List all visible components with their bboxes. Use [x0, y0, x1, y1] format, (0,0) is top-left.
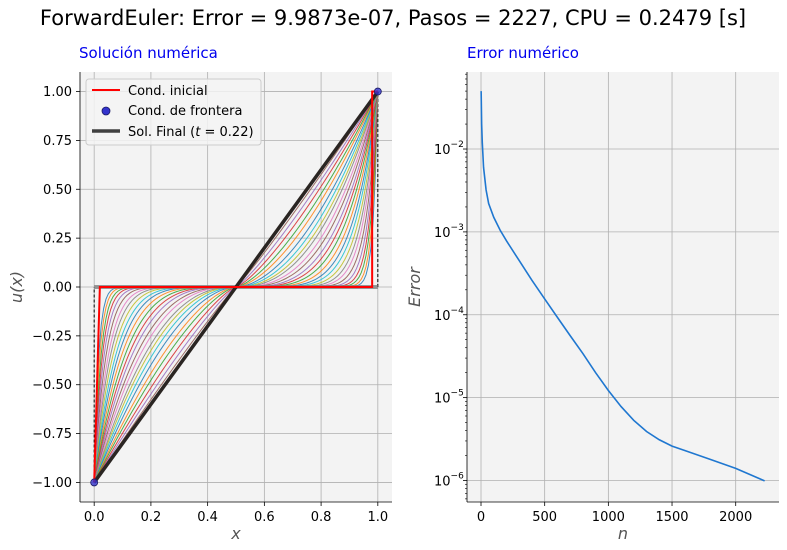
right-plot-area	[467, 72, 779, 502]
legend-final-label-var: t	[195, 125, 201, 140]
right-x-tick-label: 500	[532, 510, 557, 525]
right-y-tick-exponent: −4	[451, 306, 465, 316]
left-y-tick-label: 0.75	[43, 134, 72, 149]
right-y-tick-base: 10	[434, 143, 451, 158]
right-y-tick-label: 10−3	[434, 223, 464, 241]
right-y-tick-base: 10	[434, 309, 451, 324]
left-y-tick-label: −0.75	[32, 427, 72, 442]
right-y-tick-exponent: −2	[451, 140, 464, 150]
left-chart-title: Solución numérica	[79, 44, 218, 62]
left-y-tick-label: −0.50	[32, 378, 72, 393]
left-y-tick-label: 0.25	[43, 232, 72, 247]
legend-final-label-suffix: = 0.22)	[200, 125, 253, 140]
left-data	[90, 87, 382, 487]
right-y-tick-label: 10−6	[434, 471, 464, 489]
legend-initial-label: Cond. inicial	[128, 84, 208, 99]
right-x-label: n	[618, 524, 628, 543]
legend-boundary-marker	[101, 106, 111, 116]
left-x-label: x	[230, 524, 241, 543]
legend: Cond. inicial Cond. de frontera Sol. Fin…	[85, 78, 262, 146]
legend-final-label: Sol. Final (t = 0.22)	[128, 125, 254, 140]
right-y-tick-base: 10	[434, 392, 451, 407]
left-x-tick-label: 1.0	[367, 510, 388, 525]
right-y-tick-label: 10−2	[434, 140, 464, 158]
legend-box	[85, 78, 262, 146]
right-chart-title: Error numérico	[467, 44, 579, 62]
right-y-label: Error	[405, 266, 424, 307]
left-x-tick-label: 0.0	[84, 510, 105, 525]
left-y-tick-label: 0.00	[43, 281, 72, 296]
left-x-tick-label: 0.6	[254, 510, 275, 525]
left-x-tick-label: 0.4	[197, 510, 218, 525]
left-y-tick-label: −0.25	[32, 329, 72, 344]
left-y-tick-label: 0.50	[43, 183, 72, 198]
left-x-tick-label: 0.2	[141, 510, 162, 525]
legend-boundary-label: Cond. de frontera	[128, 104, 242, 119]
right-chart: Error numérico 0 500 1000 1500 2000 10−610−5…	[405, 44, 779, 543]
right-x-ticks: 0 500 1000 1500 2000	[477, 502, 752, 525]
right-y-ticks: 10−610−510−410−310−2	[434, 73, 467, 500]
right-y-tick-exponent: −3	[451, 223, 464, 233]
right-x-tick-label: 2000	[719, 510, 752, 525]
figure-title: ForwardEuler: Error = 9.9873e-07, Pasos …	[40, 6, 746, 30]
right-data	[480, 91, 765, 482]
left-y-tick-label: 1.00	[43, 85, 72, 100]
boundary-point	[90, 478, 99, 487]
right-y-tick-base: 10	[434, 474, 451, 489]
left-x-tick-label: 0.8	[311, 510, 332, 525]
left-y-tick-label: −1.00	[32, 476, 72, 491]
left-x-ticks: 0.0 0.2 0.4 0.6 0.8 1.0	[84, 502, 388, 525]
right-x-tick-label: 1500	[655, 510, 688, 525]
right-y-tick-base: 10	[434, 226, 451, 241]
right-y-tick-exponent: −6	[451, 471, 465, 481]
right-x-tick-label: 0	[477, 510, 485, 525]
left-y-label: u(x)	[7, 271, 26, 303]
legend-final-label-prefix: Sol. Final (	[128, 125, 195, 140]
right-y-tick-label: 10−4	[434, 306, 464, 324]
right-y-tick-exponent: −5	[451, 389, 464, 399]
boundary-point	[373, 87, 382, 96]
right-grid	[467, 72, 779, 502]
right-y-tick-label: 10−5	[434, 389, 464, 407]
left-chart: Solución numérica 0.0 0.2 0.4 0.6 0.8 1.0 −1.…	[7, 44, 392, 543]
left-y-ticks: −1.00 −0.75 −0.50 −0.25 0.00 0.25 0.50 0.75 1.00	[32, 85, 80, 491]
error-series-line	[480, 91, 765, 482]
right-x-tick-label: 1000	[592, 510, 625, 525]
